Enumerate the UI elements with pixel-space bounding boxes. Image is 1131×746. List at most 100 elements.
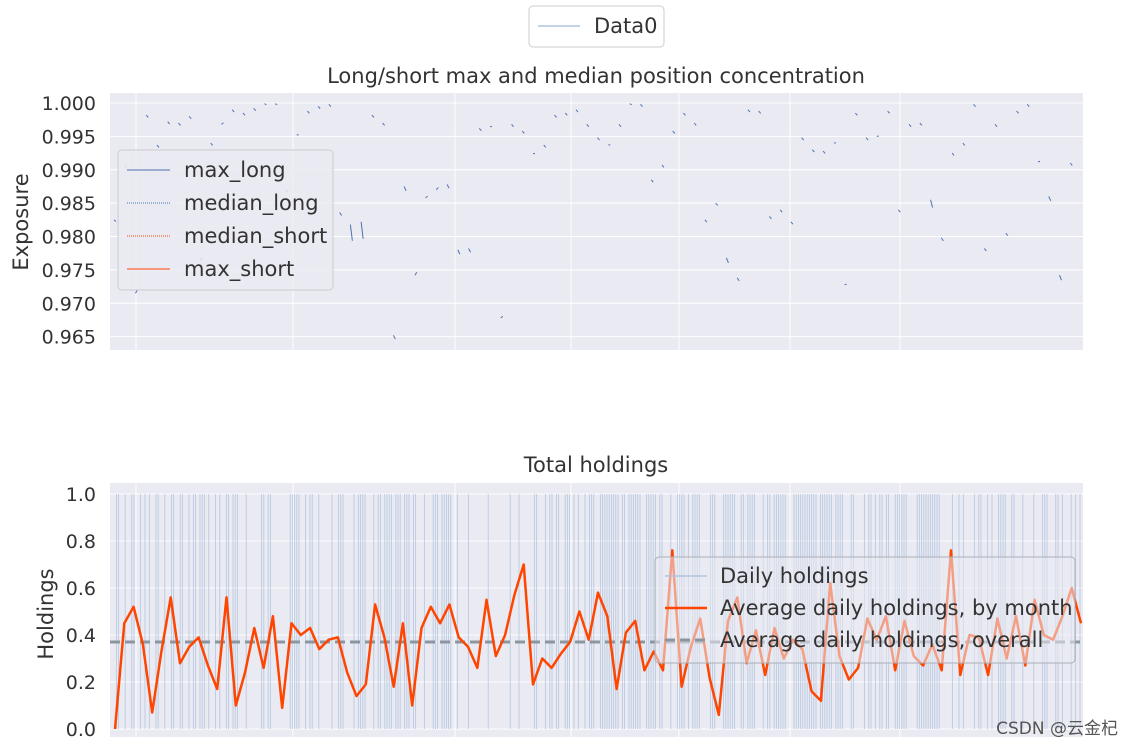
holdings-chart: Total holdings 1.0 0.8 0.6 0.4 0.2 0.0 Holdin… bbox=[34, 453, 1083, 741]
exposure-y-tick-label: 0.995 bbox=[42, 126, 96, 148]
exposure-point bbox=[113, 219, 117, 222]
holdings-chart-title: Total holdings bbox=[523, 453, 668, 477]
exposure-point bbox=[242, 112, 246, 116]
watermark: CSDN @云金杞 bbox=[996, 719, 1118, 739]
exposure-y-axis-label: Exposure bbox=[9, 173, 33, 270]
exposure-point bbox=[779, 209, 783, 213]
exposure-point bbox=[618, 124, 622, 128]
figure-legend-label: Data0 bbox=[594, 14, 658, 38]
exposure-y-tick-label: 0.975 bbox=[42, 260, 96, 282]
exposure-point bbox=[188, 116, 192, 120]
holdings-legend-box bbox=[654, 556, 1076, 664]
exposure-point bbox=[661, 164, 665, 168]
exposure-point bbox=[307, 110, 310, 114]
exposure-point bbox=[747, 109, 751, 113]
exposure-point bbox=[983, 248, 987, 252]
exposure-point bbox=[403, 186, 407, 192]
exposure-point bbox=[178, 122, 181, 126]
exposure-point bbox=[1026, 104, 1030, 108]
exposure-point bbox=[693, 122, 697, 126]
holdings-y-tick-label: 0.0 bbox=[66, 719, 96, 741]
exposure-point bbox=[167, 121, 171, 125]
exposure-y-tick-label: 0.985 bbox=[42, 193, 96, 215]
exposure-point bbox=[435, 187, 439, 191]
exposure-point bbox=[414, 271, 418, 276]
exposure-point bbox=[274, 103, 278, 106]
legend-label-median-long: median_long bbox=[184, 191, 319, 216]
exposure-y-tick-label: 0.990 bbox=[42, 160, 96, 182]
exposure-point bbox=[801, 137, 805, 141]
exposure-chart: Long/short max and median position conce… bbox=[9, 64, 1083, 350]
legend-label-max-short: max_short bbox=[184, 257, 294, 282]
exposure-point bbox=[382, 122, 385, 126]
exposure-point bbox=[446, 184, 450, 189]
exposure-point bbox=[962, 142, 966, 146]
exposure-point bbox=[725, 257, 729, 264]
exposure-point bbox=[221, 122, 224, 125]
exposure-point bbox=[392, 335, 396, 340]
exposure-point bbox=[328, 104, 332, 108]
exposure-point bbox=[1016, 110, 1019, 114]
exposure-point bbox=[758, 110, 762, 114]
exposure-legend-box bbox=[117, 149, 334, 291]
holdings-y-tick-label: 0.2 bbox=[66, 672, 96, 694]
exposure-chart-title: Long/short max and median position conce… bbox=[327, 64, 865, 88]
exposure-point bbox=[736, 277, 740, 282]
exposure-point bbox=[908, 124, 912, 128]
exposure-point bbox=[575, 109, 579, 113]
exposure-point bbox=[371, 114, 375, 118]
exposure-point bbox=[887, 110, 890, 114]
exposure-point bbox=[640, 104, 643, 108]
exposure-point bbox=[156, 144, 160, 148]
exposure-point bbox=[1005, 232, 1009, 236]
exposure-point bbox=[865, 137, 869, 141]
holdings-y-tick-label: 0.6 bbox=[66, 578, 96, 600]
exposure-point bbox=[500, 315, 504, 319]
legend-label-monthly: Average daily holdings, by month bbox=[720, 596, 1073, 620]
figure-legend-box bbox=[528, 5, 665, 48]
exposure-point bbox=[597, 137, 600, 141]
exposure-point bbox=[672, 130, 676, 134]
legend-label-max-long: max_long bbox=[184, 158, 286, 183]
exposure-point bbox=[521, 130, 525, 134]
holdings-legend: Daily holdings Average daily holdings, b… bbox=[654, 556, 1076, 664]
legend-label-median-short: median_short bbox=[184, 224, 327, 249]
exposure-y-tick-label: 0.970 bbox=[42, 293, 96, 315]
exposure-point bbox=[683, 112, 686, 116]
exposure-point bbox=[854, 112, 858, 116]
exposure-point bbox=[897, 209, 901, 213]
legend-label-daily: Daily holdings bbox=[720, 564, 869, 588]
exposure-point bbox=[812, 149, 815, 153]
exposure-point bbox=[973, 104, 976, 108]
exposure-point bbox=[554, 114, 557, 118]
holdings-y-tick-label: 0.8 bbox=[66, 531, 96, 553]
exposure-point bbox=[339, 212, 343, 216]
exposure-point bbox=[543, 144, 547, 148]
exposure-point bbox=[994, 124, 998, 128]
exposure-point bbox=[231, 109, 235, 113]
holdings-y-tick-label: 1.0 bbox=[66, 484, 96, 506]
exposure-point bbox=[360, 221, 364, 239]
exposure-point bbox=[511, 124, 514, 128]
exposure-point bbox=[930, 199, 934, 208]
exposure-point bbox=[425, 195, 428, 199]
holdings-y-tick-label: 0.4 bbox=[66, 625, 96, 647]
exposure-legend: max_long median_long median_short max_sh… bbox=[117, 149, 334, 291]
exposure-point bbox=[145, 114, 149, 118]
exposure-point bbox=[951, 152, 955, 156]
exposure-point bbox=[317, 106, 321, 110]
exposure-point bbox=[210, 142, 214, 146]
exposure-point bbox=[478, 128, 482, 132]
exposure-point bbox=[468, 248, 472, 253]
exposure-point bbox=[264, 103, 267, 106]
legend-label-overall: Average daily holdings, overall bbox=[720, 628, 1043, 652]
exposure-point bbox=[349, 224, 353, 241]
holdings-y-axis-label: Holdings bbox=[34, 568, 58, 659]
exposure-y-ticks: 1.000 0.995 0.990 0.985 0.980 0.975 0.970 0.965 bbox=[42, 93, 96, 349]
exposure-point bbox=[457, 249, 461, 255]
exposure-point bbox=[1069, 162, 1073, 166]
holdings-y-ticks: 1.0 0.8 0.6 0.4 0.2 0.0 bbox=[66, 484, 96, 741]
exposure-point bbox=[822, 150, 826, 154]
exposure-point bbox=[650, 179, 654, 183]
